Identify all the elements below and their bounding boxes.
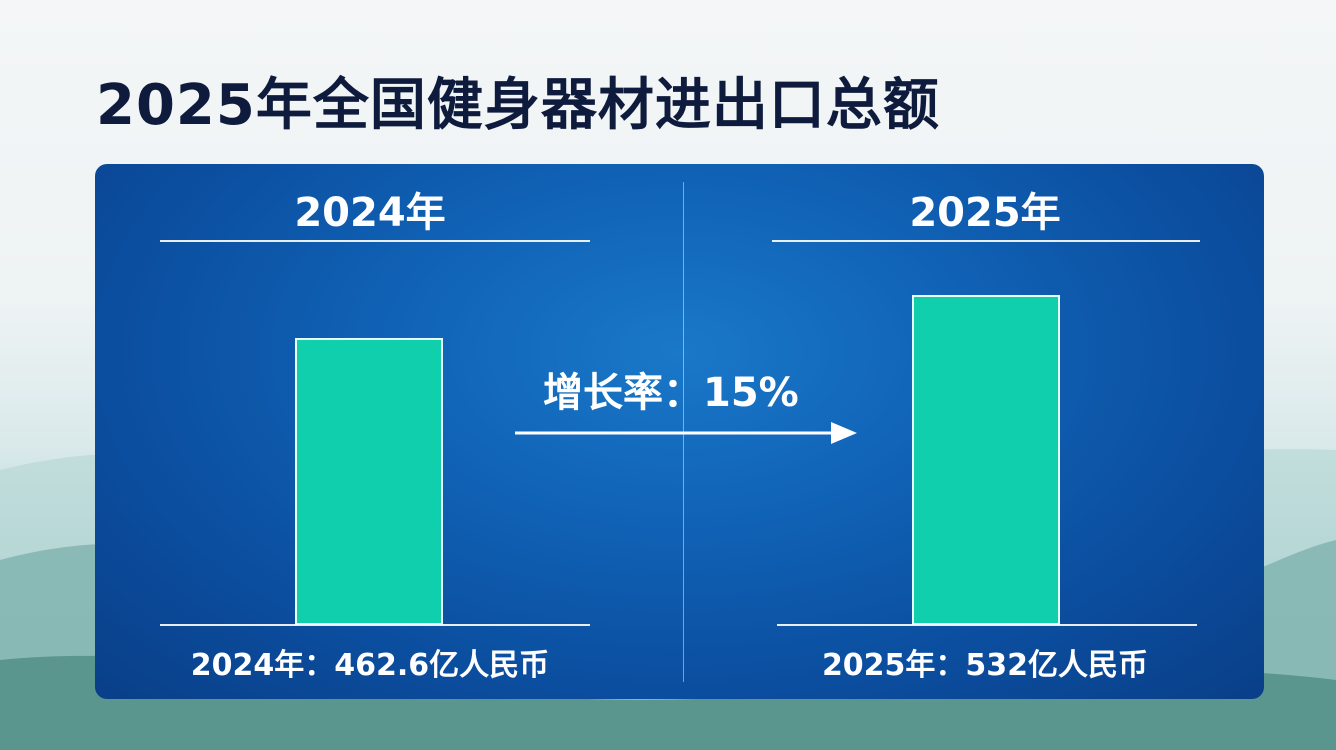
heading-rule-2025: [772, 240, 1200, 242]
value-label-2024: 2024年：462.6亿人民币: [190, 648, 550, 683]
growth-rate-label: 增长率：15%: [543, 370, 799, 416]
growth-arrow-icon: [515, 422, 857, 444]
bar-2025: [912, 295, 1060, 625]
year-heading-2025: 2025年: [909, 190, 1061, 236]
page-title: 2025年全国健身器材进出口总额: [96, 73, 940, 138]
baseline-2024: [160, 624, 590, 626]
bar-2024: [295, 338, 443, 625]
year-heading-2024: 2024年: [294, 190, 446, 236]
heading-rule-2024: [160, 240, 590, 242]
chart-panel: 2024年 2025年 2024年：462.6亿人民币 2025年：532亿人民…: [95, 164, 1264, 699]
baseline-2025: [777, 624, 1197, 626]
value-label-2025: 2025年：532亿人民币: [821, 648, 1149, 683]
